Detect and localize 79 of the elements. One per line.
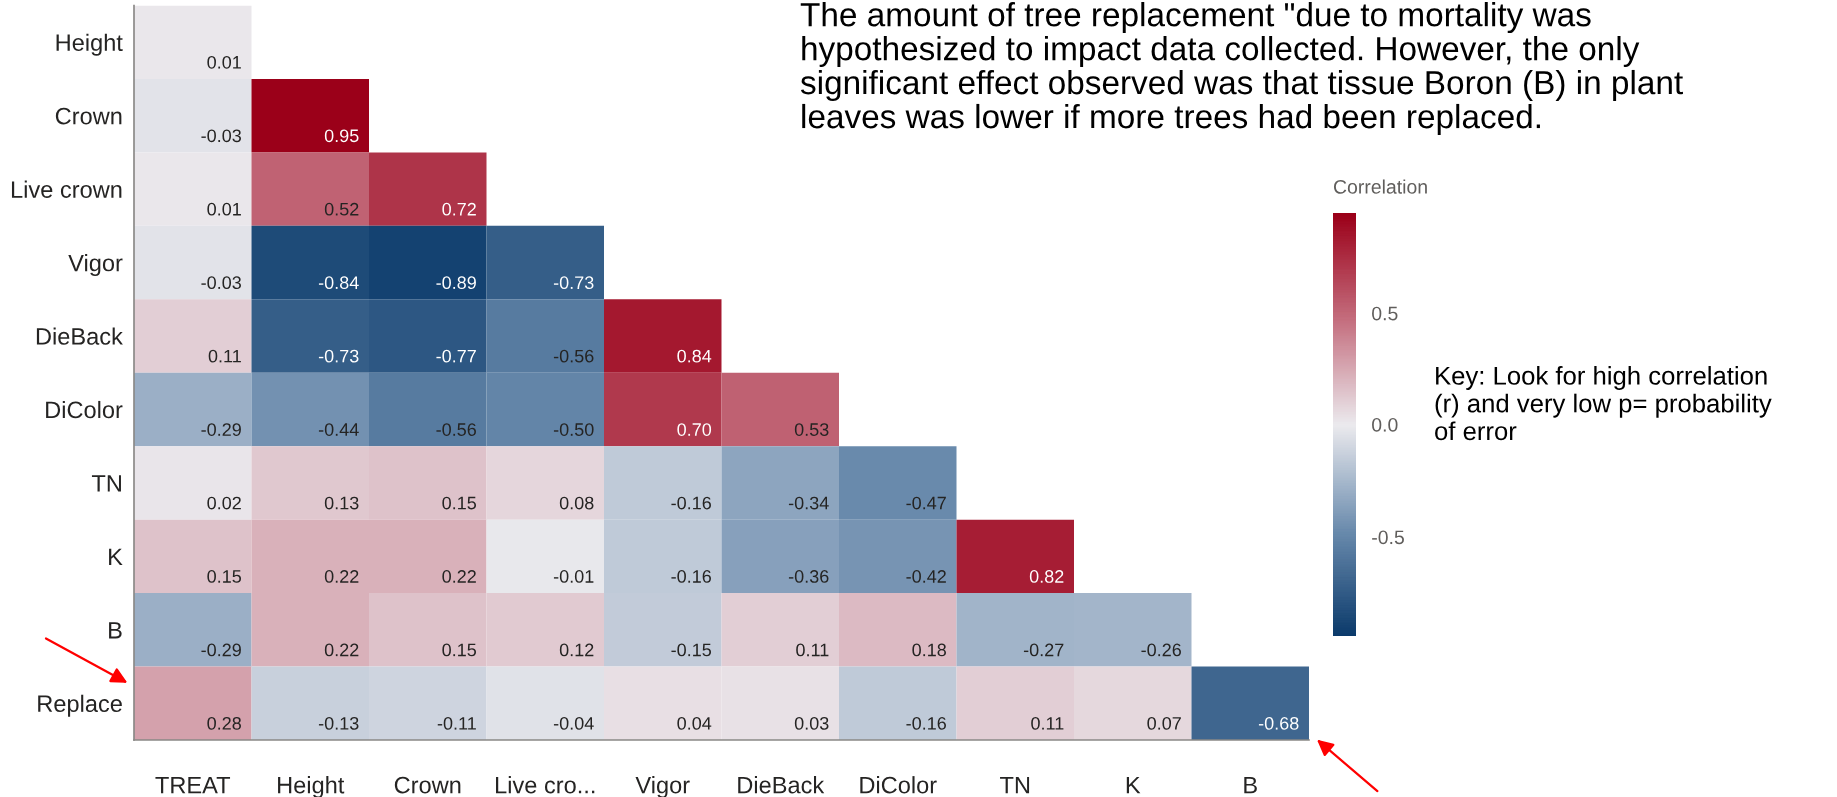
data-label: 0.11 (796, 643, 829, 657)
data-label: 0.82 (1029, 570, 1064, 583)
data-label: 0.15 (207, 570, 242, 583)
data-label: -0.84 (318, 276, 359, 290)
data-label: 0.28 (207, 716, 241, 730)
data-label: 0.01 (207, 55, 241, 69)
data-label: -0.16 (906, 716, 946, 730)
data-label: 0.04 (677, 716, 712, 730)
annotation: The amount of tree replacement "due to mortality was hypothesized to impact data collected. However, the only significant effect observed was that tissue Boron (B) in plant leaves was lower if more trees had been replaced. (800, 2, 1683, 135)
data-label: -0.15 (671, 643, 712, 657)
y-tick-label: Height (56, 33, 123, 56)
data-label: 0.53 (794, 423, 829, 436)
data-label: -0.04 (553, 716, 594, 730)
data-label: -0.29 (201, 423, 241, 436)
data-label: 0.52 (324, 202, 359, 216)
data-label: -0.56 (553, 349, 594, 363)
x-tick-label: DieBack (738, 776, 825, 794)
data-label: -0.36 (788, 570, 829, 583)
y-tick-label: Replace (38, 694, 122, 717)
data-label: 0.70 (677, 423, 712, 436)
x-tick-label: K (1126, 776, 1141, 794)
data-label: 0.22 (324, 570, 359, 583)
data-label: 0.08 (559, 496, 594, 510)
y-tick-label: DieBack (36, 327, 123, 345)
y-tick-label: Live crown (11, 180, 122, 198)
data-label: -0.42 (906, 570, 946, 583)
data-label: -0.03 (201, 129, 241, 143)
data-label: -0.77 (436, 349, 476, 363)
data-label: 0.22 (442, 570, 476, 583)
data-label: -0.34 (788, 496, 829, 510)
data-label: 0.11 (1031, 716, 1064, 730)
data-label: 0.03 (794, 716, 829, 730)
data-label: -0.11 (437, 716, 476, 730)
data-label: -0.29 (201, 643, 241, 657)
color-bar-label: 0.0 (1372, 417, 1398, 432)
x-tick-label: TN (1000, 776, 1030, 794)
data-label: 0.01 (207, 202, 241, 216)
y-tick-label: Crown (55, 107, 122, 125)
x-tick-label: B (1244, 776, 1257, 794)
color-bar-title: Correlation (1333, 179, 1427, 194)
data-label: 0.12 (559, 643, 594, 657)
color-bar-label: -0.5 (1372, 530, 1404, 545)
data-label: 0.15 (442, 643, 477, 657)
data-label: 0.13 (324, 496, 359, 510)
data-label: -0.13 (318, 716, 359, 730)
x-tick-label: TREAT (155, 776, 231, 794)
data-label: -0.89 (436, 276, 476, 290)
data-label: -0.56 (436, 423, 476, 436)
data-label: 0.18 (912, 643, 946, 657)
data-label: -0.01 (553, 570, 594, 583)
data-label: -0.27 (1023, 643, 1064, 657)
y-tick-label: K (109, 548, 123, 565)
x-tick-label: DiColor (860, 776, 937, 794)
data-label: 0.22 (324, 643, 359, 657)
data-label: -0.47 (906, 496, 946, 510)
data-label: 0.95 (324, 129, 359, 143)
data-label: -0.73 (553, 276, 594, 290)
color-bar-label: 0.5 (1372, 306, 1398, 321)
data-label: -0.26 (1141, 643, 1181, 657)
y-tick-label: Vigor (68, 254, 123, 277)
data-label: -0.16 (671, 570, 711, 583)
data-label: 0.07 (1147, 716, 1181, 730)
y-tick-label: DiColor (46, 400, 123, 419)
data-label: -0.73 (318, 349, 359, 363)
x-tick-label: Crown (394, 776, 461, 794)
data-label: 0.11 (208, 349, 241, 363)
text: Key: Look for high correlation (r) and very low p= probability of error (1435, 366, 1772, 441)
y-tick-label: B (109, 622, 122, 639)
x-tick-label: Live cro... (496, 776, 595, 794)
data-label: 0.84 (677, 349, 712, 363)
data-label: -0.68 (1258, 716, 1299, 730)
data-label: -0.50 (553, 423, 594, 436)
y-tick-label: TN (91, 475, 121, 492)
data-label: 0.02 (207, 496, 241, 510)
data-label: 0.72 (442, 202, 476, 216)
data-label: 0.15 (442, 496, 477, 510)
data-label: -0.03 (201, 276, 241, 290)
data-label: -0.16 (671, 496, 711, 510)
data-label: -0.44 (318, 423, 359, 436)
